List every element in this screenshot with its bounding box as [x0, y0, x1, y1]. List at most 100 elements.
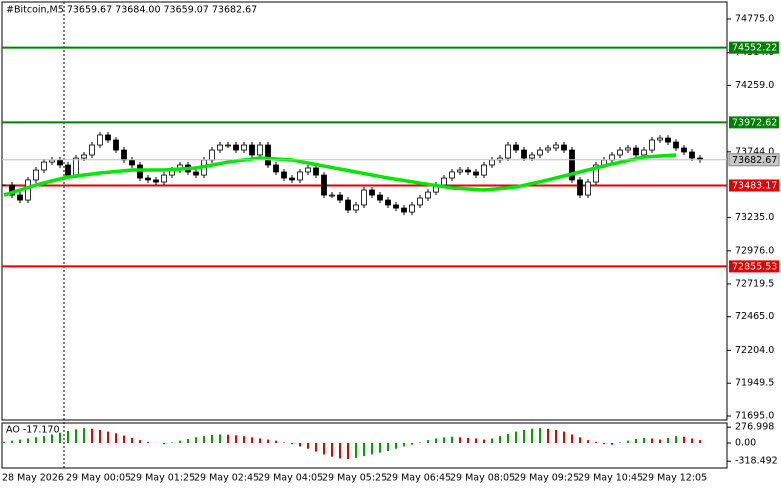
candle	[641, 149, 647, 156]
candle	[609, 154, 615, 161]
main-panel	[1, 1, 728, 421]
moving-average	[3, 153, 677, 197]
candle	[161, 174, 167, 183]
x-tick-label: 29 May 06:45	[386, 473, 451, 484]
candle	[489, 159, 495, 166]
candle	[529, 154, 535, 159]
candle	[297, 171, 303, 181]
candle	[681, 147, 687, 153]
x-tick-label: 29 May 04:05	[258, 473, 323, 484]
candle	[25, 179, 31, 201]
candle	[41, 161, 47, 171]
candle	[257, 144, 263, 156]
y-tick-label: 73744.0	[735, 146, 774, 157]
candle	[537, 149, 543, 156]
candle	[377, 194, 383, 201]
candle	[81, 154, 87, 159]
candle	[513, 144, 519, 151]
candle	[233, 144, 239, 151]
candle	[593, 164, 599, 183]
candle	[673, 141, 679, 149]
candle	[577, 179, 583, 196]
candle	[361, 189, 367, 206]
x-tick-label: 28 May 2026	[2, 473, 64, 484]
candle	[665, 137, 671, 143]
ao-tick-label: 276.998	[735, 422, 774, 433]
level-tag	[729, 179, 779, 192]
candle	[657, 137, 663, 141]
candle	[409, 204, 415, 213]
x-tick-label: 29 May 09:25	[514, 473, 579, 484]
candle	[353, 204, 359, 211]
x-tick-label: 29 May 08:05	[450, 473, 515, 484]
candle	[393, 204, 399, 209]
y-tick-label: 72976.0	[735, 245, 774, 256]
candle	[521, 149, 527, 159]
y-tick-label: 72719.5	[735, 278, 774, 289]
candle	[217, 144, 223, 151]
candle	[617, 149, 623, 156]
y-tick-label: 74775.0	[735, 13, 774, 24]
x-tick-label: 29 May 02:45	[194, 473, 259, 484]
candle	[545, 147, 551, 151]
candle	[313, 167, 319, 176]
candle	[369, 189, 375, 196]
candle	[329, 194, 335, 197]
candle	[97, 134, 103, 146]
candle	[401, 207, 407, 213]
y-tick-label: 72465.0	[735, 311, 774, 322]
candle	[625, 147, 631, 151]
candle	[305, 167, 311, 173]
candle	[129, 159, 135, 166]
x-tick-label: 29 May 05:25	[322, 473, 387, 484]
candle	[441, 177, 447, 186]
candle	[89, 144, 95, 156]
level-tag	[729, 260, 779, 273]
candle	[457, 169, 463, 173]
candle	[145, 177, 151, 181]
candle	[345, 199, 351, 211]
candle	[569, 149, 575, 181]
level-label: 72855.53	[732, 261, 777, 272]
candle	[33, 169, 39, 181]
candle	[105, 134, 111, 141]
candle	[553, 144, 559, 149]
candle	[465, 169, 471, 173]
level-label: 73483.17	[732, 180, 777, 191]
candle	[65, 164, 71, 176]
candle	[49, 159, 55, 163]
level-tag	[729, 116, 779, 129]
candle	[265, 144, 271, 166]
candle	[241, 144, 247, 151]
candle	[689, 151, 695, 159]
chart-title: #Bitcoin,M5 73659.67 73684.00 73659.07 7…	[6, 5, 257, 16]
candle	[57, 159, 63, 166]
candle	[481, 164, 487, 176]
candle	[321, 174, 327, 196]
candle	[449, 171, 455, 179]
candle	[249, 144, 255, 156]
level-label: 73972.62	[732, 117, 777, 128]
y-tick-label: 72204.0	[735, 345, 774, 356]
candle	[385, 199, 391, 206]
y-tick-label: 71949.5	[735, 378, 774, 389]
y-tick-label: 73235.0	[735, 212, 774, 223]
x-tick-label: 29 May 00:05	[66, 473, 131, 484]
x-tick-label: 29 May 12:05	[642, 473, 707, 484]
ao-tick-label: -318.492	[735, 456, 778, 467]
candle	[121, 149, 127, 161]
level-tag	[729, 41, 779, 54]
price-label: 73682.67	[732, 155, 777, 166]
level-label: 74552.22	[732, 43, 777, 54]
x-tick-label: 29 May 10:45	[578, 473, 643, 484]
candle	[17, 194, 23, 201]
candle	[633, 147, 639, 156]
candle	[561, 144, 567, 151]
candle	[417, 197, 423, 206]
x-tick-label: 29 May 01:25	[130, 473, 195, 484]
candle	[649, 139, 655, 151]
candle	[473, 171, 479, 176]
candle	[193, 171, 199, 176]
candle	[505, 144, 511, 159]
y-tick-label: 71695.0	[735, 411, 774, 422]
